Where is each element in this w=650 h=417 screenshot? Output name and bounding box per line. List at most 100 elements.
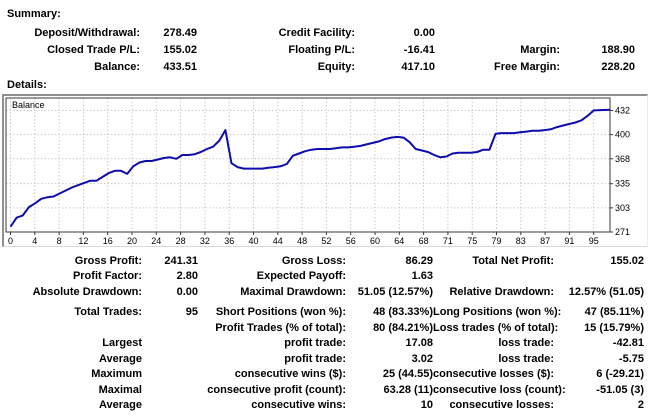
stat-value: 155.02 (610, 254, 644, 267)
summary-section-title: Summary: (7, 8, 61, 20)
stat-label: consecutive losses: (449, 399, 554, 412)
stat-value: 51.05 (12.57%) (357, 285, 433, 298)
stat-value: 1.63 (411, 270, 433, 283)
stat-label: Floating P/L: (288, 43, 355, 56)
y-axis-label: 303 (615, 203, 630, 213)
stat-value: -16.41 (403, 43, 435, 56)
stat-value: 47 (85.11%) (584, 306, 644, 319)
y-axis-label: 271 (615, 227, 630, 237)
plot-border (5, 97, 611, 233)
y-axis-label: 335 (615, 179, 630, 189)
x-axis-label: 60 (370, 236, 380, 246)
x-axis-label: 12 (78, 236, 88, 246)
stat-label: Margin: (520, 43, 560, 56)
stat-label: Maximum (91, 368, 142, 381)
stat-row: Profit Trades (% of total): 80 (84.21%) Lo… (0, 320, 644, 336)
stat-label: Deposit/Withdrawal: (34, 26, 140, 39)
stat-value: 86.29 (405, 254, 433, 267)
x-axis-label: 8 (57, 236, 62, 246)
stat-value: 95 (185, 306, 198, 319)
stat-label: Short Positions (won %): (215, 306, 346, 319)
y-axis-label: 368 (615, 154, 630, 164)
stat-value: 63.28 (11) (383, 383, 433, 396)
stat-value: 228.20 (601, 60, 635, 73)
stat-row: Average consecutive wins: 10 consecutive lo… (0, 398, 644, 414)
stat-value: 0.00 (413, 26, 435, 39)
stat-value: 2.80 (176, 270, 198, 283)
stat-label: loss trade: (498, 337, 554, 350)
x-axis-label: 36 (224, 236, 234, 246)
stat-value: 12.57% (51.05) (568, 285, 644, 298)
stat-value: 278.49 (163, 26, 197, 39)
stat-label: consecutive losses ($): (433, 368, 555, 381)
x-axis-label: 79 (491, 236, 501, 246)
chart-series-title: Balance (12, 100, 45, 110)
balance-line-series (9, 108, 611, 228)
stat-value: 25 (44.55) (382, 368, 433, 381)
stat-label: Loss trades (% of total): (433, 321, 559, 334)
stat-value: -51.05 (3) (596, 383, 644, 396)
stat-row: Maximal consecutive profit (count): 63.28 … (0, 382, 644, 398)
y-axis-label: 432 (615, 105, 630, 115)
stat-label: Balance: (94, 60, 140, 73)
x-axis-label: 20 (127, 236, 137, 246)
stat-value: 15 (15.79%) (584, 321, 644, 334)
stat-row: Balance: 433.51 Equity: 417.10 Free Margin: 2… (0, 58, 635, 75)
stat-label: Total Net Profit: (472, 254, 554, 267)
x-axis-label: 75 (467, 236, 477, 246)
stat-label: Long Positions (won %): (433, 306, 562, 319)
stat-value: 433.51 (163, 60, 197, 73)
stat-label: Profit Trades (% of total): (215, 321, 346, 334)
x-axis-label: 48 (297, 236, 307, 246)
stat-row: Deposit/Withdrawal: 278.49 Credit Facility… (0, 24, 635, 41)
stat-label: profit trade: (284, 352, 346, 365)
details-table: Gross Profit: 241.31 Gross Loss: 86.29 Total… (0, 253, 644, 413)
stat-label: Total Trades: (74, 306, 142, 319)
stat-value: 188.90 (601, 43, 635, 56)
balance-chart: 432 400 368 335 303 271 0 4 8 12 16 20 24 28 32 36 40 44 4… (2, 94, 648, 247)
stat-value: 0.00 (176, 285, 198, 298)
stat-label: Expected Payoff: (256, 270, 346, 283)
x-axis-label: 0 (8, 236, 13, 246)
y-axis-label: 400 (615, 130, 630, 140)
stat-value: 3.02 (411, 352, 433, 365)
stat-label: Average (98, 399, 142, 412)
stat-label: Gross Profit: (74, 254, 142, 267)
x-axis-label: 68 (419, 236, 429, 246)
stat-row: Largest profit trade: 17.08 loss trade: -42.… (0, 336, 644, 352)
stat-row: Absolute Drawdown: 0.00 Maximal Drawdown: 5… (0, 284, 644, 300)
stat-value: 17.08 (405, 337, 433, 350)
stat-value: 10 (420, 399, 433, 412)
x-axis-label: 87 (540, 236, 550, 246)
x-axis-label: 28 (176, 236, 186, 246)
summary-table: Deposit/Withdrawal: 278.49 Credit Facility… (0, 24, 635, 75)
stat-row: Gross Profit: 241.31 Gross Loss: 86.29 Total… (0, 253, 644, 269)
x-axis-label: 16 (103, 236, 113, 246)
x-axis-label: 32 (200, 236, 210, 246)
stat-label: consecutive profit (count): (207, 383, 346, 396)
stat-row: Average profit trade: 3.02 loss trade: -5.75 (0, 351, 644, 367)
x-axis-label: 71 (443, 236, 453, 246)
stat-row: Total Trades: 95 Short Positions (won %): 4… (0, 305, 644, 321)
x-axis-label: 64 (394, 236, 404, 246)
stat-value: -42.81 (612, 337, 644, 350)
stat-value: 6 (-29.21) (596, 368, 644, 381)
x-axis-label: 44 (273, 236, 283, 246)
stat-label: Maximal Drawdown: (240, 285, 346, 298)
stat-label: Relative Drawdown: (449, 285, 554, 298)
stat-label: consecutive wins ($): (234, 368, 346, 381)
x-axis-label: 56 (346, 236, 356, 246)
stat-value: 155.02 (163, 43, 197, 56)
stat-value: 2 (637, 399, 644, 412)
stat-label: consecutive wins: (251, 399, 346, 412)
stat-value: -5.75 (618, 352, 644, 365)
x-axis-label: 4 (32, 236, 37, 246)
stat-label: Profit Factor: (72, 270, 142, 283)
stat-label: Average (98, 352, 142, 365)
x-axis-label: 95 (589, 236, 599, 246)
stat-label: Closed Trade P/L: (47, 43, 140, 56)
stat-value: 48 (83.33%) (373, 306, 433, 319)
stat-label: Absolute Drawdown: (32, 285, 142, 298)
stat-value: 80 (84.21%) (373, 321, 433, 334)
